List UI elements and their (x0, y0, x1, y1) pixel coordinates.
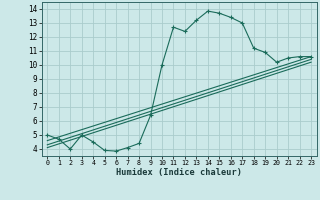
X-axis label: Humidex (Indice chaleur): Humidex (Indice chaleur) (116, 168, 242, 177)
